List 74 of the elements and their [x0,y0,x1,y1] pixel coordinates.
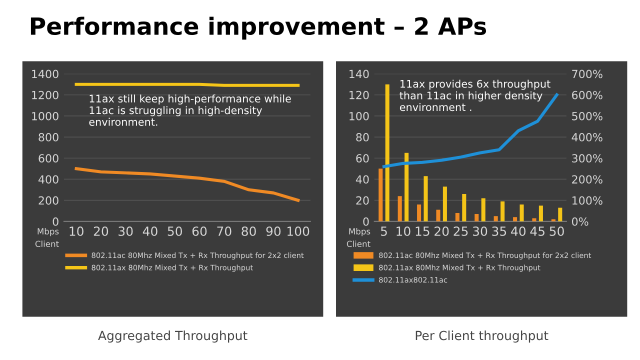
y2-tick-label: 700% [572,70,602,78]
y-tick-label: 600 [38,154,58,163]
bar [404,152,409,222]
text: Aggregated Throughput [98,330,248,343]
x-axis-title: Client [35,240,59,248]
bar [474,214,479,222]
annotation: 11ax provides 6x throughput than 11ac in higher density environment . [400,80,550,112]
y2-tick-label: 0% [572,217,588,226]
line-series [74,167,300,202]
bar [532,218,536,222]
text: Per Client throughput [416,330,548,343]
bar [462,194,466,222]
bar [442,186,447,222]
x-tick-label: 20 [94,226,108,236]
y-axis-title: Mbps [38,228,59,236]
y-tick-label: 1000 [32,112,58,120]
chart-title: Performance improvement – 2 APs [30,16,486,40]
x-tick-label: 15 [416,226,430,236]
bar [500,201,505,222]
y2-tick-label: 300% [572,154,602,163]
x-tick-label: 70 [217,226,232,236]
y-axis-title: Mbps [349,228,370,236]
y-tick-label: 0 [52,217,58,226]
x-tick-label: 30 [473,226,488,236]
y-tick-label: 0 [363,217,369,226]
y2-tick-label: 200% [572,175,602,184]
y-tick-label: 100 [350,112,369,120]
bar [378,168,383,222]
bar [424,176,428,222]
y2-tick-label: 400% [572,133,602,142]
y-tick-label: 1400 [32,70,58,78]
x-tick-label: 50 [550,226,564,236]
y-tick-label: 1200 [32,90,58,100]
bar [417,204,422,222]
x-tick-label: 20 [434,226,449,236]
x-tick-label: 25 [454,226,468,236]
x-tick-label: 45 [530,226,544,236]
bar [494,216,498,222]
bar [520,204,524,222]
y-tick-label: 120 [350,90,369,100]
x-tick-label: 40 [511,226,526,236]
y2-tick-label: 600% [572,90,602,100]
bar [455,212,460,222]
x-tick-label: 35 [492,226,506,236]
bar [558,208,562,222]
x-tick-label: 10 [70,226,84,236]
bar [436,210,440,222]
x-tick-label: 5 [380,226,387,236]
bar [398,196,402,222]
line-series [382,93,558,168]
bar [538,206,543,222]
x-axis-title: Client [346,240,370,248]
x-tick-label: 30 [118,226,133,236]
y-tick-label: 40 [356,175,369,184]
y-tick-label: 800 [38,133,58,142]
y-tick-label: 200 [38,196,58,205]
bar [385,84,390,222]
y2-tick-label: 500% [572,112,602,120]
y2-tick-label: 100% [572,196,602,205]
y-tick-label: 80 [356,133,369,142]
x-tick-label: 100 [288,226,310,236]
y-tick-label: 20 [356,196,369,205]
x-tick-label: 90 [266,226,281,236]
x-tick-label: 60 [192,226,207,236]
x-tick-label: 80 [242,226,256,236]
y-tick-label: 400 [38,175,58,184]
x-tick-label: 10 [396,226,410,236]
annotation: 11ax still keep high-performance while 11ac is struggling in high-density environment. [89,94,291,126]
y-tick-label: 140 [350,70,369,78]
x-tick-label: 50 [168,226,182,236]
x-tick-label: 40 [142,226,158,236]
bar [513,217,518,222]
bar [481,198,486,222]
y-tick-label: 60 [356,154,369,163]
